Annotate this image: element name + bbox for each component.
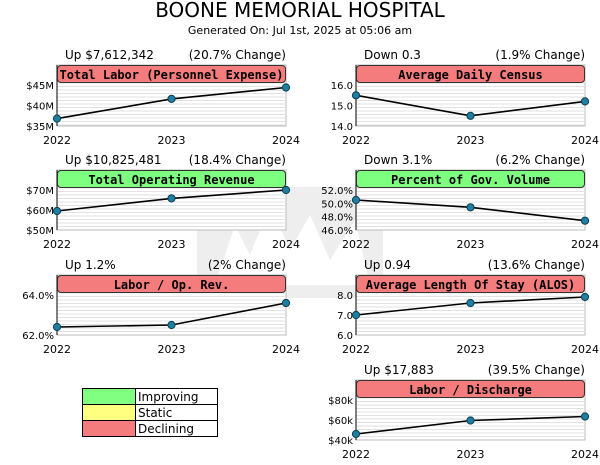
chart-title-banner: Labor / Discharge: [356, 380, 585, 398]
page-title: BOONE MEMORIAL HOSPITAL: [155, 0, 445, 22]
trend-label: Up 1.2%: [65, 258, 116, 272]
data-point: [580, 216, 590, 225]
x-tick-label: 2023: [158, 238, 186, 251]
change-label: (2% Change): [207, 258, 286, 272]
x-tick-label: 2024: [272, 238, 300, 251]
trend-label: Up $17,883: [364, 363, 434, 377]
y-tick-label: $70M: [26, 186, 54, 197]
chart-title-banner: Average Length Of Stay (ALOS): [356, 275, 585, 293]
x-tick-label: 2022: [342, 238, 370, 251]
data-point: [351, 429, 361, 439]
chart-title-banner: Average Daily Census: [356, 65, 585, 83]
y-tick-label: $40M: [26, 102, 54, 113]
x-tick-label: 2023: [457, 448, 485, 461]
legend-swatch-declining: [82, 420, 136, 437]
y-tick-label: $50M: [26, 226, 54, 237]
trend-label: Up $10,825,481: [65, 153, 162, 167]
data-point: [351, 195, 361, 205]
y-tick-label: $45M: [26, 81, 54, 92]
y-tick-label: 15.0: [331, 102, 353, 113]
change-label: (1.9% Change): [495, 48, 585, 62]
change-label: (6.2% Change): [495, 153, 585, 167]
y-tick-label: 16.0: [331, 81, 353, 92]
x-tick-label: 2022: [43, 343, 71, 356]
x-tick-label: 2023: [158, 343, 186, 356]
y-tick-label: 52.0%: [321, 186, 353, 197]
y-tick-label: 46.0%: [321, 226, 353, 237]
chart-title-banner: Labor / Op. Rev.: [57, 275, 286, 293]
data-point: [466, 203, 475, 212]
x-tick-label: 2022: [43, 238, 71, 251]
legend: Improving Static Declining: [82, 388, 218, 437]
data-point: [281, 298, 291, 308]
data-point: [466, 111, 475, 120]
data-point: [281, 185, 291, 195]
legend-label: Improving: [135, 388, 218, 405]
x-tick-label: 2023: [457, 238, 485, 251]
data-point: [580, 97, 590, 106]
change-label: (20.7% Change): [188, 48, 286, 62]
data-point: [466, 416, 475, 425]
x-tick-label: 2024: [571, 134, 599, 147]
data-point: [167, 320, 176, 330]
x-tick-label: 2024: [571, 343, 599, 356]
trend-label: Up $7,612,342: [65, 48, 154, 62]
y-tick-label: 62.0%: [22, 331, 54, 342]
chart-title-banner: Total Labor (Personnel Expense): [57, 65, 286, 83]
generated-timestamp: Generated On: Jul 1st, 2025 at 05:06 am: [187, 24, 413, 37]
data-point: [281, 83, 291, 92]
data-point: [167, 94, 176, 104]
y-tick-label: 8.0: [337, 291, 353, 302]
x-tick-label: 2023: [158, 134, 186, 147]
data-point: [351, 310, 361, 320]
change-label: (39.5% Change): [487, 363, 585, 377]
data-point: [580, 292, 590, 302]
legend-label: Static: [135, 404, 218, 421]
x-tick-label: 2024: [571, 448, 599, 461]
change-label: (18.4% Change): [188, 153, 286, 167]
x-tick-label: 2022: [342, 343, 370, 356]
chart-title-banner: Percent of Gov. Volume: [356, 170, 585, 188]
y-tick-label: 6.0: [337, 331, 353, 342]
y-tick-label: $80k: [328, 396, 353, 407]
x-tick-label: 2022: [43, 134, 71, 147]
y-tick-label: 14.0: [331, 122, 353, 133]
x-tick-label: 2024: [272, 343, 300, 356]
y-tick-label: $40k: [328, 436, 353, 447]
y-tick-label: $35M: [26, 122, 54, 133]
data-point: [580, 412, 590, 421]
trend-label: Down 3.1%: [364, 153, 433, 167]
data-point: [167, 194, 176, 203]
y-tick-label: 48.0%: [321, 213, 353, 224]
trend-label: Down 0.3: [364, 48, 421, 62]
data-point: [351, 91, 361, 100]
data-point: [52, 206, 62, 216]
legend-item-improving: Improving: [82, 388, 218, 405]
legend-label: Declining: [135, 420, 218, 437]
data-point: [52, 114, 62, 123]
y-tick-label: 64.0%: [22, 291, 54, 302]
x-tick-label: 2023: [457, 343, 485, 356]
y-tick-label: 50.0%: [321, 199, 353, 210]
x-tick-label: 2024: [571, 238, 599, 251]
y-tick-label: $60M: [26, 206, 54, 217]
legend-swatch-improving: [82, 388, 136, 405]
y-tick-label: $60k: [328, 416, 353, 427]
x-tick-label: 2022: [342, 134, 370, 147]
trend-label: Up 0.94: [364, 258, 411, 272]
legend-swatch-static: [82, 404, 136, 421]
x-tick-label: 2023: [457, 134, 485, 147]
data-point: [52, 322, 62, 332]
y-tick-label: 7.0: [337, 311, 353, 322]
legend-item-declining: Declining: [82, 420, 218, 437]
chart-title-banner: Total Operating Revenue: [57, 170, 286, 188]
data-point: [466, 298, 475, 308]
x-tick-label: 2022: [342, 448, 370, 461]
x-tick-label: 2024: [272, 134, 300, 147]
change-label: (13.6% Change): [487, 258, 585, 272]
legend-item-static: Static: [82, 404, 218, 421]
